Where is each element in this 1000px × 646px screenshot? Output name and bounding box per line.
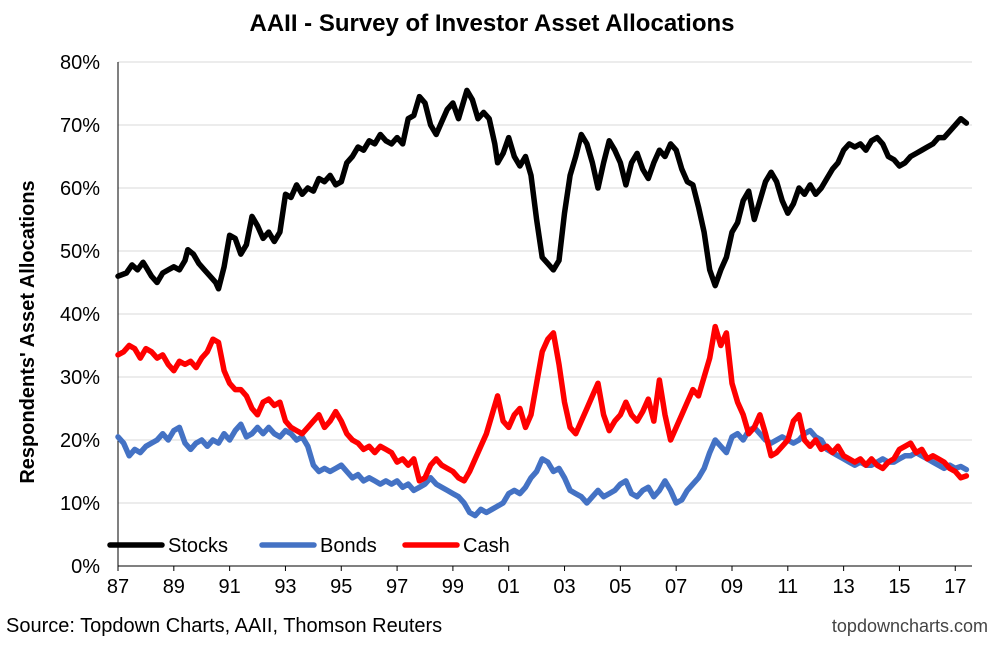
x-tick-label: 09 [721, 576, 743, 598]
legend-label-bonds: Bonds [320, 535, 377, 557]
x-tick-label: 03 [553, 576, 575, 598]
x-tick-label: 97 [386, 576, 408, 598]
legend-label-stocks: Stocks [168, 535, 228, 557]
x-tick-label: 91 [219, 576, 241, 598]
series-lines [115, 87, 970, 519]
series-line-cash [115, 323, 970, 484]
y-axis-ticks: 0% 10% 20% 30% 40% 50% 60% 70% 80% [60, 52, 100, 578]
x-tick-label: 99 [442, 576, 464, 598]
y-tick-label: 70% [60, 115, 100, 137]
x-tick-label: 17 [944, 576, 966, 598]
y-tick-label: 20% [60, 430, 100, 452]
source-note: Source: Topdown Charts, AAII, Thomson Re… [6, 615, 442, 637]
x-tick-label: 01 [498, 576, 520, 598]
y-tick-label: 0% [71, 556, 100, 578]
y-tick-label: 80% [60, 52, 100, 74]
y-tick-label: 30% [60, 367, 100, 389]
x-tick-label: 07 [665, 576, 687, 598]
website-credit: topdowncharts.com [832, 616, 988, 636]
legend-label-cash: Cash [463, 535, 510, 557]
x-tick-label: 89 [163, 576, 185, 598]
y-tick-label: 40% [60, 304, 100, 326]
y-tick-label: 60% [60, 178, 100, 200]
x-tick-label: 93 [274, 576, 296, 598]
x-axis-ticks: 87 89 91 93 95 97 99 01 03 05 07 09 11 13 15 17 [107, 566, 966, 598]
y-axis-label: Respondents' Asset Allocations [17, 180, 39, 483]
x-tick-label: 11 [777, 576, 798, 598]
chart-title: AAII - Survey of Investor Asset Allocati… [249, 10, 734, 37]
x-tick-label: 05 [609, 576, 631, 598]
x-tick-label: 87 [107, 576, 129, 598]
legend: Stocks Bonds Cash [107, 535, 510, 557]
x-tick-label: 95 [330, 576, 352, 598]
gridlines [117, 61, 972, 567]
series-line-bonds [115, 421, 970, 519]
x-tick-label: 13 [832, 576, 854, 598]
series-line-stocks [115, 87, 970, 292]
x-tick-label: 15 [888, 576, 910, 598]
y-tick-label: 50% [60, 241, 100, 263]
y-tick-label: 10% [60, 493, 100, 515]
